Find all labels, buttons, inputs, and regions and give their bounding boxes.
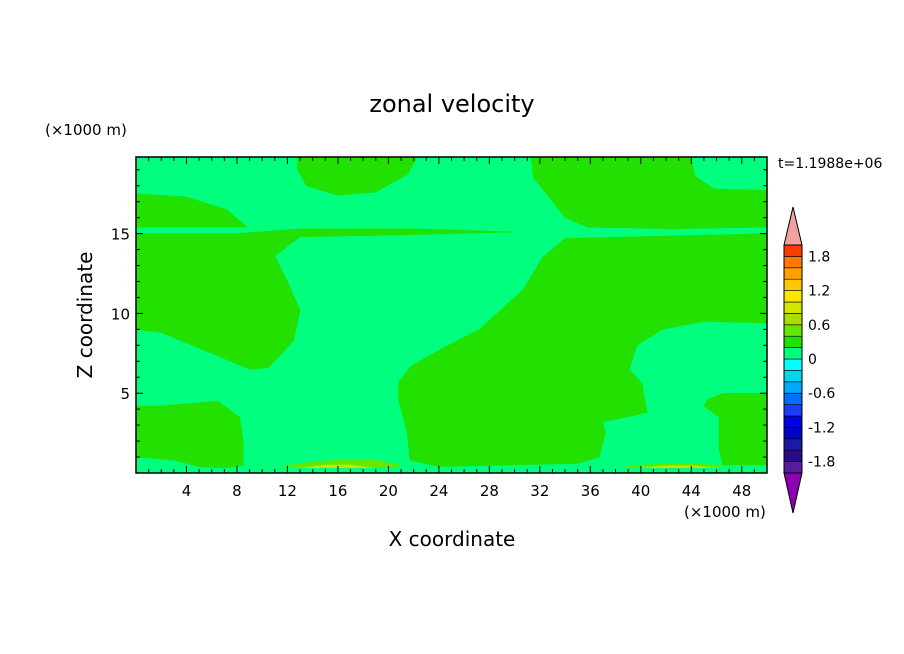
- colorbar-swatch: [783, 290, 803, 303]
- colorbar-swatch: [783, 404, 803, 417]
- contour-region-positive-left-middle: [135, 228, 515, 370]
- y-axis-label: Z coordinate: [73, 252, 97, 379]
- x-tick-label: 40: [631, 482, 650, 500]
- colorbar-tick-label: -1.8: [808, 455, 835, 471]
- colorbar-swatch: [783, 301, 803, 314]
- colorbar-tick-label: -1.2: [808, 420, 835, 436]
- colorbar-swatch: [783, 427, 803, 440]
- x-unit-label: (×1000 m): [684, 503, 766, 521]
- colorbar-swatch: [783, 370, 803, 383]
- x-tick-label: 32: [530, 482, 549, 500]
- x-tick-label: 28: [480, 482, 499, 500]
- colorbar-tick-label: -0.6: [808, 386, 835, 402]
- colorbar-tick-label: 0.6: [808, 318, 830, 334]
- colorbar-swatch: [783, 347, 803, 360]
- colorbar-tick-label: 1.8: [808, 249, 830, 265]
- contour-region-positive-top-middle: [297, 156, 418, 196]
- colorbar-swatch: [783, 438, 803, 451]
- contour-region-positive-central: [398, 233, 768, 467]
- colorbar-swatch: [783, 392, 803, 405]
- colorbar-under-arrow: [783, 472, 803, 514]
- colorbar-swatch: [783, 324, 803, 337]
- colorbar-swatch: [783, 313, 803, 326]
- x-tick-label: 16: [328, 482, 347, 500]
- chart-title: zonal velocity: [369, 90, 534, 118]
- y-tick-label: 15: [111, 226, 130, 244]
- colorbar-swatch: [783, 256, 803, 269]
- x-axis-label: X coordinate: [389, 527, 516, 551]
- colorbar-swatch: [783, 381, 803, 394]
- x-tick-label: 12: [278, 482, 297, 500]
- x-tick-label: 48: [732, 482, 751, 500]
- colorbar-swatch: [783, 449, 803, 462]
- colorbar-frame: [783, 244, 803, 474]
- colorbar-swatch: [783, 278, 803, 291]
- colorbar-swatch: [783, 461, 803, 474]
- x-tick-label: 36: [581, 482, 600, 500]
- colorbar-swatch: [783, 244, 803, 257]
- colorbar-swatch: [783, 415, 803, 428]
- colorbar-swatch: [783, 267, 803, 280]
- x-tick-label: 8: [232, 482, 242, 500]
- x-tick-label: 24: [429, 482, 448, 500]
- colorbar-tick-label: 1.2: [808, 284, 830, 300]
- y-unit-label: (×1000 m): [45, 121, 127, 139]
- time-label: t=1.1988e+06: [778, 156, 882, 172]
- y-tick-label: 5: [120, 385, 130, 403]
- x-tick-label: 20: [379, 482, 398, 500]
- contour-region-positive-lower-right: [703, 392, 768, 466]
- colorbar-swatch: [783, 358, 803, 371]
- colorbar-over-arrow: [783, 206, 803, 246]
- y-tick-label: 10: [111, 305, 130, 323]
- x-tick-label: 44: [682, 482, 701, 500]
- x-tick-label: 4: [182, 482, 192, 500]
- colorbar-swatch: [783, 335, 803, 348]
- colorbar-tick-label: 0: [808, 352, 817, 368]
- contour-region-positive-lower-left: [135, 400, 244, 469]
- colorbar: 1.8 1.2 0.6 0 -0.6 -1.2 -1.8: [783, 206, 835, 514]
